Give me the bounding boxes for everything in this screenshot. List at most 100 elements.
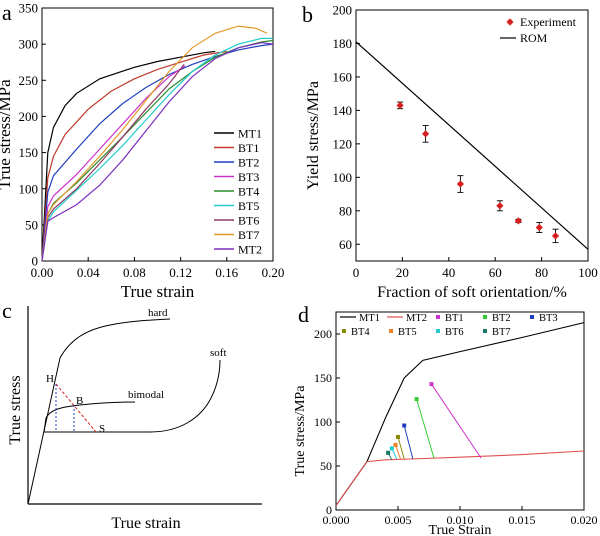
yield-marker-bt4: [396, 434, 400, 439]
y-tick-label: 100: [314, 415, 332, 429]
yield-marker-bt5: [393, 442, 398, 447]
plot-frame: [41, 7, 274, 262]
y-tick-label: 150: [19, 145, 39, 160]
plot-frame: [355, 9, 589, 262]
y-axis-label: True stress/MPa: [293, 385, 308, 477]
x-tick-label: 0.010: [447, 513, 474, 527]
x-axis-label: True strain: [121, 282, 195, 301]
panel-d: 0.000 0.005 0.010 0.015 0.020 0 50 100 150 200 Tru…: [293, 311, 598, 536]
bimodal-curve: [43, 401, 136, 433]
x-tick-label: 0.08: [123, 265, 146, 280]
legend-label-mt2: MT2: [406, 313, 427, 324]
y-tick-label: 60: [339, 237, 352, 252]
y-tick-label: 250: [19, 73, 39, 88]
y-tick-label: 160: [333, 69, 353, 84]
series-line-bt5: [395, 444, 401, 460]
experiment-point: [422, 130, 430, 138]
series-line-mt2: [41, 42, 274, 262]
x-axis-label: True strain: [111, 515, 180, 532]
label-h: H: [46, 373, 54, 385]
series-line-bt2: [41, 43, 274, 262]
legend-label-bt5: BT5: [398, 327, 417, 338]
series-line-bt4: [397, 436, 405, 460]
experiment-point: [396, 101, 404, 109]
panel-a-letter: a: [2, 0, 12, 25]
legend-swatch-bt5: [389, 329, 393, 333]
legend-swatch-bt7: [483, 329, 487, 333]
rule-of-mixture-line: [55, 383, 97, 433]
yield-marker-bt6: [389, 446, 394, 451]
series-line-bt7: [41, 25, 268, 262]
legend-label-bt1: BT1: [238, 141, 259, 155]
label-b: B: [76, 395, 83, 407]
legend-label-bt3: BT3: [539, 313, 558, 324]
yield-marker-bt2: [414, 397, 419, 402]
legend-label-bt6: BT6: [238, 214, 259, 228]
x-tick-label: 0.020: [571, 513, 598, 527]
experiment-point: [535, 223, 543, 232]
x-axis-label: Fraction of soft orientation/%: [377, 284, 567, 301]
yield-marker-bt7: [386, 450, 391, 455]
rom-line: [355, 41, 589, 250]
series-line-bt3: [41, 65, 186, 262]
y-tick-label: 100: [333, 170, 353, 185]
hard-curve: [27, 318, 171, 505]
series-line-mt2: [335, 450, 585, 506]
y-tick-label: 200: [19, 109, 39, 124]
legend-label-bt6: BT6: [445, 327, 464, 338]
label-s: S: [99, 423, 105, 435]
x-tick-label: 40: [442, 265, 455, 280]
legend-label-bt2: BT2: [238, 156, 259, 170]
y-axis-label: True stress/MPa: [0, 79, 14, 190]
legend-swatch-bt2: [483, 315, 487, 319]
series-line-bt5: [41, 37, 273, 262]
yield-marker-bt1: [429, 382, 434, 387]
x-tick-label: 0.12: [169, 265, 192, 280]
label-hard: hard: [148, 307, 168, 319]
y-axis-label: Yield stress/MPa: [305, 81, 322, 190]
experiment-point: [456, 180, 464, 188]
y-tick-label: 140: [333, 103, 353, 118]
panel-d-letter: d: [298, 302, 309, 327]
legend-swatch-bt3: [530, 315, 534, 319]
x-tick-label: 100: [578, 265, 598, 280]
y-tick-label: 100: [19, 181, 39, 196]
x-tick-label: 0.00: [31, 265, 54, 280]
x-tick-label: 0.000: [323, 513, 350, 527]
legend-label-bt5: BT5: [238, 199, 259, 213]
y-tick-label: 0: [32, 254, 39, 269]
x-tick-label: 0.20: [262, 265, 285, 280]
legend-label-bt4: BT4: [351, 327, 370, 338]
y-tick-label: 350: [19, 1, 39, 16]
legend-label-bt2: BT2: [492, 313, 511, 324]
legend-label-bt3: BT3: [238, 170, 259, 184]
x-tick-label: 0.015: [509, 513, 536, 527]
y-tick-label: 300: [19, 37, 39, 52]
yield-marker-bt3: [402, 423, 407, 428]
legend-label-bt7: BT7: [238, 228, 259, 242]
y-tick-label: 150: [314, 371, 332, 385]
label-soft: soft: [210, 347, 227, 359]
y-tick-label: 120: [333, 136, 353, 151]
series-line-bt1: [41, 50, 227, 262]
plot-frame: [335, 311, 585, 511]
experiment-point: [514, 217, 522, 225]
legend-label-mt1: MT1: [359, 313, 380, 324]
panel-a: 0.00 0.04 0.08 0.12 0.16 0.20 0 50 100 150 200 250 3…: [0, 1, 284, 301]
legend-label-mt1: MT1: [238, 127, 262, 141]
series-line-bt6: [41, 64, 185, 262]
legend-swatch-bt1: [436, 315, 440, 319]
legend-swatch-experiment: [506, 18, 514, 26]
x-tick-label: 0.16: [215, 265, 238, 280]
legend-label-rom: ROM: [520, 31, 548, 45]
legend-label-bt7: BT7: [492, 327, 511, 338]
panel-c: hard soft bimodal H B S True strain True stress: [7, 306, 262, 532]
legend-swatch-bt4: [342, 329, 346, 333]
series-line-mt1: [335, 322, 585, 506]
panel-b: 0 20 40 60 80 100 60 80 100 120 140 160 180 200 Fracti…: [305, 3, 598, 302]
legend-label-experiment: Experiment: [520, 15, 577, 29]
series-line-bt2: [416, 398, 435, 459]
x-tick-label: 0.04: [77, 265, 100, 280]
experiment-point: [496, 202, 504, 210]
